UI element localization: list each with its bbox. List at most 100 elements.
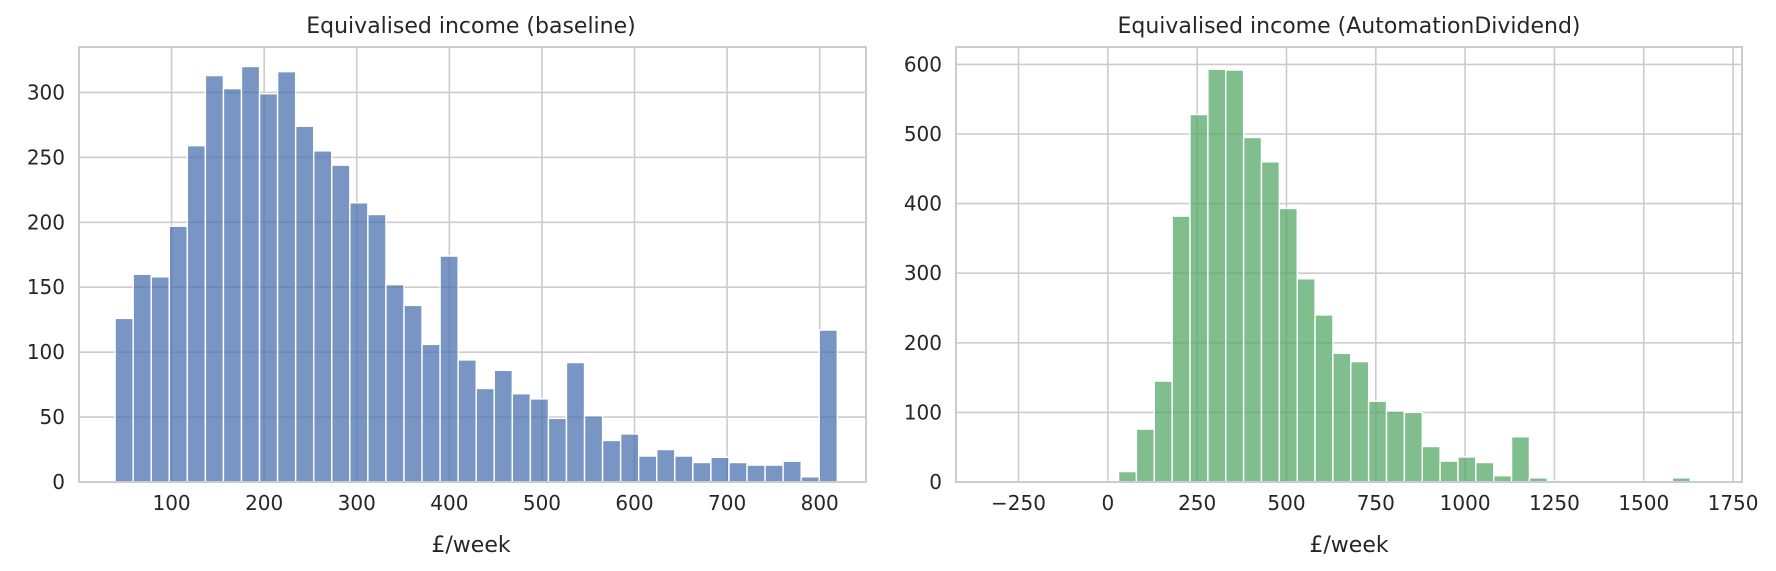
x-tick-label: 1500 (1618, 491, 1669, 515)
automation-dividend-chart-title: Equivalised income (AutomationDividend) (1117, 14, 1580, 39)
histogram-bar (493, 369, 514, 483)
histogram-bar (204, 74, 225, 483)
histogram-bar (1385, 410, 1406, 483)
histogram-bar (692, 461, 712, 483)
x-tick-label: 300 (338, 491, 376, 515)
x-tick-label: 500 (1267, 491, 1305, 515)
histogram-bar (258, 93, 279, 483)
histogram-bar (1260, 161, 1281, 483)
y-tick-label: 100 (904, 400, 942, 424)
histogram-bar (114, 317, 134, 483)
histogram-bar (1314, 314, 1334, 483)
histogram-bar (511, 393, 532, 483)
histogram-bar (710, 456, 730, 483)
histogram-bar (601, 439, 622, 483)
histogram-bar (1207, 68, 1227, 483)
histogram-bar (1225, 69, 1245, 483)
automation-dividend-x-axis-label: £/week (1309, 533, 1388, 558)
x-tick-label: 100 (152, 491, 190, 515)
x-tick-label: 1250 (1529, 491, 1580, 515)
y-tick-label: 500 (904, 122, 942, 146)
x-tick-label: 700 (708, 491, 746, 515)
histogram-bar (331, 164, 351, 483)
histogram-bar (1475, 461, 1495, 483)
y-tick-label: 150 (27, 275, 65, 299)
histogram-bar (1421, 445, 1441, 483)
histogram-bar (186, 144, 207, 483)
y-tick-label: 0 (929, 470, 942, 494)
histogram-bar (1242, 136, 1263, 483)
histogram-bar (674, 455, 694, 483)
histogram-bar (1278, 207, 1298, 483)
y-tick-label: 50 (40, 405, 65, 429)
y-tick-label: 600 (904, 52, 942, 76)
y-tick-label: 100 (27, 340, 65, 364)
histogram-bar (421, 343, 441, 483)
histogram-bar (475, 387, 495, 483)
histogram-bar (132, 273, 152, 483)
histogram-bar (150, 276, 170, 483)
y-tick-label: 300 (904, 261, 942, 285)
automation-dividend-income-histogram: Equivalised income (AutomationDividend) … (904, 14, 1759, 558)
histogram-bar (1510, 436, 1531, 483)
baseline-plot-frame (78, 46, 867, 483)
histogram-bar (1367, 400, 1388, 483)
histogram-bar (637, 455, 658, 483)
x-tick-label: 0 (1101, 491, 1114, 515)
histogram-bar (619, 433, 640, 483)
histogram-bar (457, 359, 477, 483)
y-tick-label: 400 (904, 192, 942, 216)
histogram-bar (349, 202, 369, 483)
x-tick-label: −250 (991, 491, 1046, 515)
histogram-bar (1117, 470, 1138, 483)
automation-dividend-bars (1028, 68, 1709, 483)
histogram-bar (439, 255, 459, 483)
y-tick-label: 300 (27, 80, 65, 104)
histogram-bar (313, 150, 333, 483)
x-tick-label: 500 (523, 491, 561, 515)
histogram-bar (728, 461, 748, 483)
y-tick-label: 200 (27, 210, 65, 234)
histogram-bar (565, 361, 586, 483)
x-tick-label: 250 (1178, 491, 1216, 515)
y-tick-label: 200 (904, 331, 942, 355)
x-tick-label: 750 (1357, 491, 1395, 515)
histogram-bar (782, 460, 802, 483)
histogram-bar (222, 87, 243, 483)
x-tick-label: 1750 (1708, 491, 1759, 515)
baseline-chart-title: Equivalised income (baseline) (306, 14, 635, 39)
histogram-bar (656, 448, 676, 483)
x-tick-label: 600 (615, 491, 653, 515)
histogram-bar (367, 213, 387, 483)
histogram-bar (1189, 113, 1209, 483)
y-tick-label: 250 (27, 145, 65, 169)
histogram-bar (746, 464, 766, 483)
histogram-bar (1403, 411, 1423, 483)
y-tick-label: 0 (52, 470, 65, 494)
histogram-bar (276, 70, 297, 483)
histogram-bar (1135, 428, 1155, 483)
baseline-x-axis-label: £/week (431, 533, 510, 558)
histogram-bar (529, 398, 550, 483)
baseline-bars (114, 65, 838, 483)
histogram-bar (1457, 456, 1477, 483)
histogram-bar (547, 417, 568, 483)
histogram-bar (1296, 278, 1316, 483)
histogram-bar (1439, 460, 1459, 483)
x-tick-label: 1000 (1440, 491, 1491, 515)
histogram-bar (1332, 352, 1352, 483)
automation-dividend-plot-frame (955, 46, 1743, 483)
histogram-bar (1171, 215, 1191, 483)
histogram-bar (385, 283, 405, 483)
histogram-bar (818, 329, 838, 483)
histogram-bar (240, 65, 261, 483)
histogram-bar (583, 415, 604, 483)
histogram-bar (168, 225, 189, 483)
baseline-income-histogram: Equivalised income (baseline) £/week 100… (27, 14, 867, 558)
x-tick-label: 800 (801, 491, 839, 515)
histogram-bar (1350, 360, 1370, 483)
x-tick-label: 200 (245, 491, 283, 515)
x-tick-label: 400 (430, 491, 468, 515)
histogram-bar (294, 125, 315, 483)
